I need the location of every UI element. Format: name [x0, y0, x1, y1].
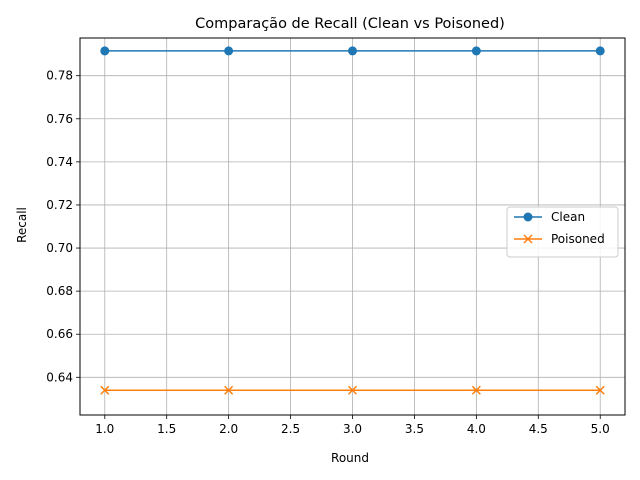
data-point-poisoned: [224, 385, 234, 395]
x-tick-label: 2.0: [219, 422, 238, 436]
plot-frame: [79, 37, 626, 416]
data-point-poisoned: [595, 385, 605, 395]
y-tick-label: 0.64: [46, 370, 73, 384]
x-tick-label: 4.0: [467, 422, 486, 436]
legend-item-clean: Clean: [514, 210, 585, 224]
x-tick-label: 3.0: [343, 422, 362, 436]
data-point-clean: [100, 46, 110, 56]
data-point-clean: [348, 46, 357, 56]
data-point-poisoned: [347, 385, 358, 395]
plot-series: [100, 46, 605, 395]
x-tick-label: 4.5: [529, 422, 548, 436]
axis-ticks: 1.0 1.5 2.0 2.5 3.0 3.5 4.0 4.5 5.0 0.64 0.66 0.68 0…: [46, 69, 609, 436]
x-tick-label: 3.5: [405, 422, 424, 436]
x-tick-label: 2.5: [281, 422, 300, 436]
x-axis-label: Round: [331, 451, 369, 465]
series-poisoned: [100, 385, 605, 395]
y-tick-label: 0.78: [46, 69, 73, 83]
data-point-clean: [595, 46, 605, 56]
y-tick-label: 0.74: [46, 155, 73, 169]
data-point-clean: [471, 46, 481, 56]
y-tick-label: 0.68: [46, 284, 73, 298]
series-clean: [100, 46, 605, 56]
legend-label: Poisoned: [551, 232, 605, 246]
y-tick-label: 0.76: [46, 112, 73, 126]
x-tick-label: 5.0: [591, 422, 610, 436]
y-tick-label: 0.72: [46, 198, 73, 212]
data-point-poisoned: [100, 385, 110, 395]
legend-label: Clean: [551, 210, 585, 224]
data-point-clean: [224, 46, 234, 56]
legend: Clean Poisoned: [506, 206, 619, 258]
legend-item-poisoned: Poisoned: [514, 232, 605, 246]
data-point-poisoned: [471, 385, 481, 395]
legend-marker: [523, 234, 533, 244]
x-tick-label: 1.5: [157, 422, 176, 436]
legend-marker: [523, 212, 533, 222]
chart-title: Comparação de Recall (Clean vs Poisoned): [195, 16, 505, 32]
x-tick-label: 1.0: [95, 422, 114, 436]
y-tick-label: 0.66: [46, 327, 73, 341]
y-tick-label: 0.70: [46, 241, 73, 255]
legend-box: [506, 206, 619, 258]
y-axis-label: Recall: [15, 207, 29, 243]
